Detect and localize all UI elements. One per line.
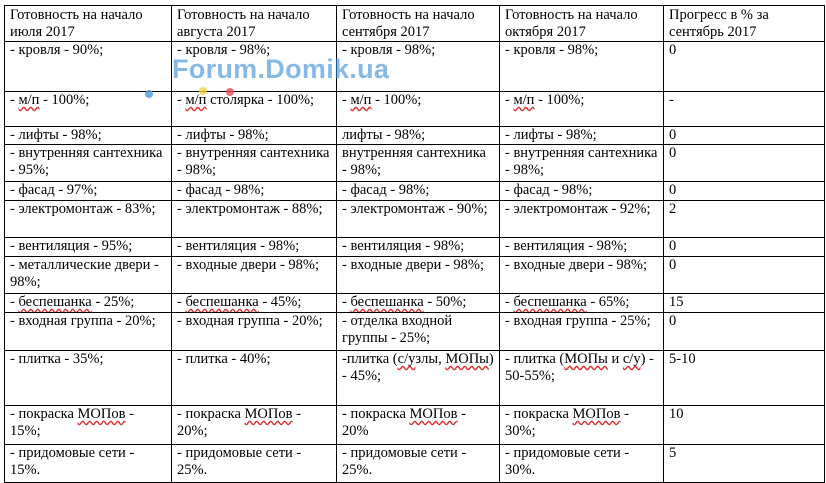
cell-august: - фасад - 98%;	[171, 181, 337, 201]
cell-progress: 0	[663, 181, 825, 201]
cell-progress: 10	[663, 405, 825, 445]
cell-september: -плитка (с/узлы, МОПы) - 45%;	[336, 350, 500, 406]
cell-september: - фасад - 98%;	[336, 181, 500, 201]
cell-august: - лифты - 98%;	[171, 126, 337, 145]
cell-august: - плитка - 40%;	[171, 350, 337, 406]
table-row: - кровля - 90%; - кровля - 98%; - кровля -…	[4, 41, 825, 92]
cell-july: - беспешанка - 25%;	[4, 293, 172, 313]
cell-october: - придомовые сети - 30%.	[499, 444, 664, 483]
cell-progress: 0	[663, 237, 825, 257]
header-august: Готовность на начало августа 2017	[171, 5, 337, 42]
table-row: - плитка - 35%; - плитка - 40%; -плитка (с…	[4, 350, 825, 406]
table-header-row: Готовность на начало июля 2017 Готовност…	[4, 5, 825, 42]
cell-october: - лифты - 98%;	[499, 126, 664, 145]
cell-august: - м/п столярка - 100%;	[171, 91, 337, 127]
cell-july: - входная группа - 20%;	[4, 312, 172, 351]
cell-september: - входные двери - 98%;	[336, 256, 500, 294]
cell-progress: 0	[663, 144, 825, 182]
cell-september: - м/п - 100%;	[336, 91, 500, 127]
cell-august: - кровля - 98%;	[171, 41, 337, 92]
cell-october: - внутренняя сантехника - 98%;	[499, 144, 664, 182]
cell-progress: 5-10	[663, 350, 825, 406]
cell-july: - плитка - 35%;	[4, 350, 172, 406]
watermark-dot-yellow	[199, 87, 207, 95]
cell-october: - входные двери - 98%;	[499, 256, 664, 294]
cell-july: - м/п - 100%;	[4, 91, 172, 127]
cell-october: - плитка (МОПы и с/у) - 50-55%;	[499, 350, 664, 406]
table-row: - фасад - 97%; - фасад - 98%; - фасад - 98…	[4, 181, 825, 201]
table-row: - металлические двери - 98%; - входные дв…	[4, 256, 825, 294]
readiness-table: Готовность на начало июля 2017 Готовност…	[4, 5, 825, 483]
cell-july: - внутренняя сантехника - 95%;	[4, 144, 172, 182]
table-body: - кровля - 90%; - кровля - 98%; - кровля -…	[4, 41, 825, 483]
cell-progress: 0	[663, 126, 825, 145]
cell-september: - вентиляция - 98%;	[336, 237, 500, 257]
table-row: - м/п - 100%; - м/п столярка - 100%; - м/п…	[4, 91, 825, 127]
watermark-dot-red	[226, 88, 234, 96]
cell-july: - кровля - 90%;	[4, 41, 172, 92]
cell-september: лифты - 98%;	[336, 126, 500, 145]
cell-august: - входные двери - 98%;	[171, 256, 337, 294]
cell-august: - входная группа - 20%;	[171, 312, 337, 351]
cell-progress: 0	[663, 256, 825, 294]
cell-july: - придомовые сети - 15%.	[4, 444, 172, 483]
cell-august: - покраска МОПов - 20%;	[171, 405, 337, 445]
cell-progress: 5	[663, 444, 825, 483]
cell-october: - кровля - 98%;	[499, 41, 664, 92]
table-row: - придомовые сети - 15%. - придомовые сет…	[4, 444, 825, 483]
cell-july: - покраска МОПов - 15%;	[4, 405, 172, 445]
cell-october: - входная группа - 25%;	[499, 312, 664, 351]
cell-august: - беспешанка - 45%;	[171, 293, 337, 313]
watermark-dot-blue	[145, 90, 153, 98]
cell-september: - беспешанка - 50%;	[336, 293, 500, 313]
cell-july: - металлические двери - 98%;	[4, 256, 172, 294]
cell-september: внутренняя сантехника - 98%;	[336, 144, 500, 182]
cell-october: - м/п - 100%;	[499, 91, 664, 127]
cell-july: - электромонтаж - 83%;	[4, 200, 172, 238]
table-row: - покраска МОПов - 15%; - покраска МОПов …	[4, 405, 825, 445]
cell-august: - внутренняя сантехника - 98%;	[171, 144, 337, 182]
cell-september: - кровля - 98%;	[336, 41, 500, 92]
cell-october: - вентиляция - 98%;	[499, 237, 664, 257]
table-row: - внутренняя сантехника - 95%; - внутренн…	[4, 144, 825, 182]
table-row: - входная группа - 20%; - входная группа …	[4, 312, 825, 351]
cell-september: - покраска МОПов - 20%	[336, 405, 500, 445]
table-row: - электромонтаж - 83%; - электромонтаж - …	[4, 200, 825, 238]
cell-september: - отделка входной группы - 25%;	[336, 312, 500, 351]
header-september: Готовность на начало сентября 2017	[336, 5, 500, 42]
cell-october: - покраска МОПов - 30%;	[499, 405, 664, 445]
cell-progress: 15	[663, 293, 825, 313]
cell-july: - вентиляция - 95%;	[4, 237, 172, 257]
cell-july: - фасад - 97%;	[4, 181, 172, 201]
cell-august: - придомовые сети - 25%.	[171, 444, 337, 483]
cell-october: - беспешанка - 65%;	[499, 293, 664, 313]
cell-august: - электромонтаж - 88%;	[171, 200, 337, 238]
table-row: - вентиляция - 95%; - вентиляция - 98%; - …	[4, 237, 825, 257]
table-row: - лифты - 98%; - лифты - 98%; лифты - 98%;…	[4, 126, 825, 145]
cell-progress: 2	[663, 200, 825, 238]
table-row: - беспешанка - 25%; - беспешанка - 45%; - …	[4, 293, 825, 313]
header-progress: Прогресс в % за сентябрь 2017	[663, 5, 825, 42]
header-october: Готовность на начало октября 2017	[499, 5, 664, 42]
cell-september: - придомовые сети - 25%.	[336, 444, 500, 483]
cell-progress: 0	[663, 41, 825, 92]
cell-october: - фасад - 98%;	[499, 181, 664, 201]
cell-progress: 0	[663, 312, 825, 351]
cell-october: - электромонтаж - 92%;	[499, 200, 664, 238]
cell-progress: -	[663, 91, 825, 127]
cell-july: - лифты - 98%;	[4, 126, 172, 145]
cell-august: - вентиляция - 98%;	[171, 237, 337, 257]
header-july: Готовность на начало июля 2017	[4, 5, 172, 42]
cell-september: - электромонтаж - 90%;	[336, 200, 500, 238]
